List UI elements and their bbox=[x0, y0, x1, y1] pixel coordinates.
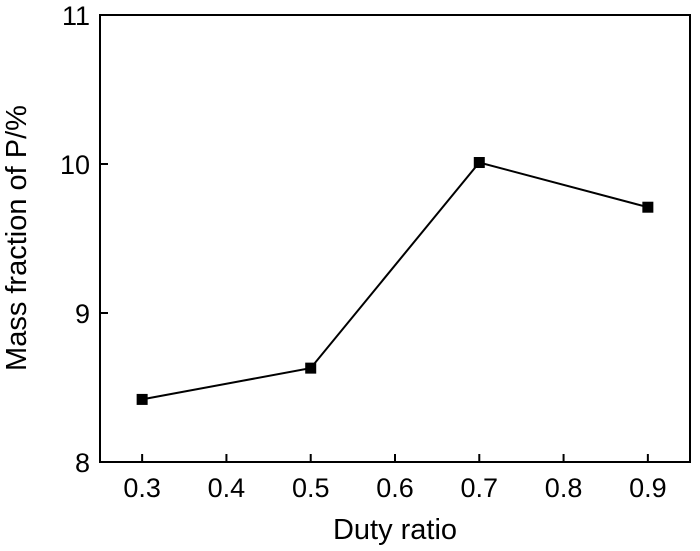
series-line bbox=[141, 161, 649, 401]
y-axis-title: Mass fraction of P/% bbox=[1, 105, 33, 371]
data-point-marker bbox=[473, 157, 485, 169]
y-axis-ticks: 8 9 10 11 bbox=[60, 1, 108, 478]
x-tick-label: 0.4 bbox=[208, 473, 246, 503]
data-series bbox=[136, 157, 654, 405]
x-tick-label: 0.3 bbox=[123, 473, 161, 503]
y-tick-label: 9 bbox=[75, 299, 90, 329]
y-tick-label: 10 bbox=[60, 150, 90, 180]
x-tick-label: 0.7 bbox=[461, 473, 499, 503]
data-point-marker bbox=[642, 201, 654, 213]
x-tick-label: 0.8 bbox=[545, 473, 583, 503]
data-point-marker bbox=[136, 393, 148, 405]
data-point-marker bbox=[305, 362, 317, 374]
x-axis-title: Duty ratio bbox=[333, 514, 457, 546]
plot-frame bbox=[99, 14, 691, 463]
x-tick-label: 0.5 bbox=[292, 473, 330, 503]
y-tick-label: 11 bbox=[62, 1, 90, 31]
y-tick-label: 8 bbox=[75, 448, 90, 478]
x-tick-label: 0.6 bbox=[376, 473, 414, 503]
x-tick-label: 0.9 bbox=[629, 473, 667, 503]
x-axis-ticks: 0.3 0.4 0.5 0.6 0.7 0.8 0.9 bbox=[123, 454, 667, 503]
